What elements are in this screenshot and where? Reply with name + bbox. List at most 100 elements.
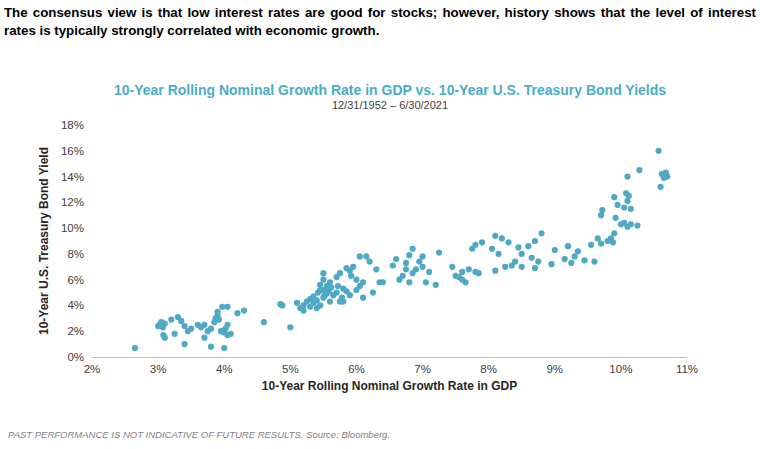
point [548, 261, 554, 267]
point [314, 297, 320, 303]
point [502, 264, 508, 270]
x-tick-label: 3% [150, 363, 167, 375]
point [525, 243, 531, 249]
point [294, 300, 300, 306]
point [158, 322, 164, 328]
point [611, 194, 617, 200]
point [390, 262, 396, 268]
point [234, 310, 240, 316]
x-tick-label: 5% [282, 363, 299, 375]
point [363, 253, 369, 259]
point [598, 240, 604, 246]
y-tick-label: 10% [61, 222, 84, 234]
point [367, 259, 373, 265]
point [595, 235, 601, 241]
point [403, 260, 409, 266]
point [472, 242, 478, 248]
y-axis-title: 10-Year U.S. Treasury Bond Yield [37, 147, 51, 335]
point [224, 322, 230, 328]
point [479, 239, 485, 245]
point [624, 173, 630, 179]
point [215, 309, 221, 315]
point [208, 326, 214, 332]
point [360, 295, 366, 301]
x-tick-label: 2% [84, 363, 101, 375]
point [628, 206, 634, 212]
point [357, 253, 363, 259]
point [664, 173, 670, 179]
y-tick-label: 4% [67, 299, 84, 311]
x-tick-label: 4% [216, 363, 233, 375]
point [328, 284, 334, 290]
point [279, 302, 285, 308]
point [433, 282, 439, 288]
point [221, 345, 227, 351]
point [613, 215, 619, 221]
point [419, 264, 425, 270]
point [568, 260, 574, 266]
point [400, 273, 406, 279]
point [337, 270, 343, 276]
point [208, 344, 214, 350]
point [320, 270, 326, 276]
point [426, 269, 432, 275]
point [624, 198, 630, 204]
point [512, 259, 518, 265]
point [628, 221, 634, 227]
x-tick-label: 10% [609, 363, 632, 375]
point [261, 319, 267, 325]
point [449, 264, 455, 270]
point [611, 230, 617, 236]
x-axis-title: 10-Year Rolling Nominal Growth Rate in G… [262, 379, 517, 393]
point [228, 331, 234, 337]
point [572, 253, 578, 259]
point [406, 252, 412, 258]
point [162, 335, 168, 341]
point [466, 266, 472, 272]
point [419, 253, 425, 259]
point [535, 259, 541, 265]
x-tick-label: 11% [676, 363, 698, 375]
point [181, 341, 187, 347]
point [370, 289, 376, 295]
point [492, 233, 498, 239]
x-tick-label: 7% [414, 363, 431, 375]
footer: PAST PERFORMANCE IS NOT INDICATIVE OF FU… [8, 429, 390, 440]
point [634, 222, 640, 228]
point [373, 266, 379, 272]
y-tick-label: 6% [67, 274, 84, 286]
point [224, 304, 230, 310]
point [188, 326, 194, 332]
chart-title: 10-Year Rolling Nominal Growth Rate in G… [114, 82, 666, 98]
x-axis-line [92, 357, 687, 358]
point [300, 308, 306, 314]
point [360, 279, 366, 285]
point [575, 248, 581, 254]
point [489, 246, 495, 252]
point [413, 266, 419, 272]
point [327, 279, 333, 285]
x-tick-label: 9% [546, 363, 563, 375]
y-tick-label: 12% [61, 196, 84, 208]
point [436, 250, 442, 256]
point [462, 279, 468, 285]
point [380, 279, 386, 285]
point [181, 323, 187, 329]
point [610, 239, 616, 245]
point [598, 212, 604, 218]
point [636, 167, 642, 173]
point [565, 243, 571, 249]
point [132, 345, 138, 351]
point [505, 239, 511, 245]
point [241, 308, 247, 314]
point [393, 256, 399, 262]
point [317, 282, 323, 288]
header: The consensus view is that low interest … [4, 4, 756, 40]
point [562, 256, 568, 262]
point [201, 322, 207, 328]
y-tick-label: 2% [67, 325, 84, 337]
point [353, 277, 359, 283]
point [287, 324, 293, 330]
point [599, 207, 605, 213]
point [216, 317, 222, 323]
